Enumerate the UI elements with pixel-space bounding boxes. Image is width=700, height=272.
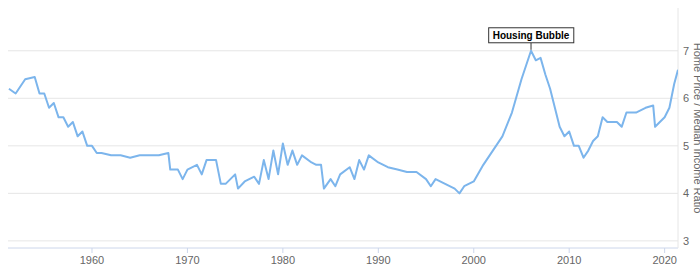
x-tick-label: 2020 (652, 254, 676, 266)
y-axis-line (678, 8, 679, 248)
x-tick-label: 1970 (175, 254, 199, 266)
y-tick-label: 7 (683, 45, 689, 57)
x-tick-label: 1980 (271, 254, 295, 266)
x-tick (569, 248, 570, 253)
grid-line (8, 50, 678, 51)
grid-line (8, 193, 678, 194)
x-tick-label: 2010 (557, 254, 581, 266)
x-tick (378, 248, 379, 253)
annotation-pointer (531, 43, 532, 50)
plot-area (9, 51, 678, 194)
x-tick-label: 2000 (462, 254, 486, 266)
grid-line (8, 240, 678, 241)
x-tick-label: 1990 (366, 254, 390, 266)
x-tick (187, 248, 188, 253)
annotation: Housing Bubble (489, 28, 574, 50)
x-tick (282, 248, 283, 253)
y-tick-label: 5 (683, 140, 689, 152)
annotation-text: Housing Bubble (493, 30, 570, 41)
chart: 3 4 5 6 7 1960 1970 1980 1990 2000 2010 2020 Home Pr… (0, 0, 700, 272)
y-tick-label: 3 (683, 235, 689, 247)
grid-line (8, 98, 678, 99)
x-tick (91, 248, 92, 253)
y-tick-label: 6 (683, 92, 689, 104)
annotation-box (489, 28, 574, 43)
x-tick (664, 248, 665, 253)
line (9, 51, 678, 194)
y-axis-label: Home Price / Median Income Ratio (692, 43, 700, 214)
x-tick-label: 1960 (80, 254, 104, 266)
x-tick (473, 248, 474, 253)
x-axis-line (8, 248, 678, 249)
y-tick-label: 4 (683, 187, 689, 199)
